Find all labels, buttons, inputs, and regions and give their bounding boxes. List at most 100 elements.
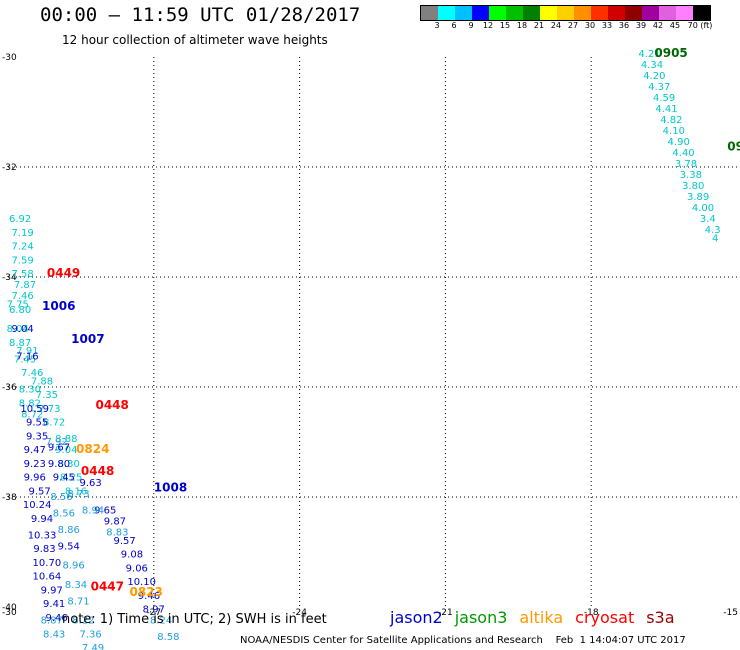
wave-height-value: 9.96	[24, 473, 46, 484]
wave-height-value: 9.08	[121, 550, 143, 561]
wave-height-value: 8.25	[60, 473, 82, 484]
wave-height-value: 9.06	[126, 563, 148, 574]
wave-height-value: 8.94	[82, 506, 104, 517]
chart-subtitle: 12 hour collection of altimeter wave hei…	[62, 33, 328, 47]
wave-height-value: 9.04	[55, 445, 77, 456]
wave-height-value: 9.97	[41, 585, 63, 596]
wave-height-value: 8.56	[50, 492, 72, 503]
wave-height-value: 7.36	[79, 629, 101, 640]
x-tick-label: -21	[438, 608, 453, 618]
wave-height-value: 8.56	[53, 508, 75, 519]
colorbar-swatch	[608, 6, 625, 20]
wave-height-value: 7.75	[7, 299, 29, 310]
wave-height-value: 7.92	[45, 437, 67, 448]
wave-height-value: 8.04	[7, 324, 29, 335]
wave-height-value: 7.46	[21, 368, 43, 379]
x-tick-label: -18	[584, 608, 599, 618]
colorbar-tick-label: 12	[482, 21, 494, 30]
y-tick-label: -34	[2, 273, 17, 283]
y-tick-label: -40	[2, 603, 17, 613]
colorbar-tick-label: 15	[499, 21, 511, 30]
wave-height-value: 10.33	[28, 530, 57, 541]
x-tick-label: -27	[146, 608, 161, 618]
wave-height-value: 8.34	[65, 580, 87, 591]
wave-height-value: 8.82	[19, 398, 41, 409]
units-note: note: 1) Time is in UTC; 2) SWH is in fe…	[62, 612, 327, 627]
colorbar-swatch	[557, 6, 574, 20]
colorbar-tick-label: 9	[468, 21, 474, 30]
x-tick-label: -30	[2, 608, 17, 618]
wave-height-value: 9.46	[138, 591, 160, 602]
colorbar-swatch	[625, 6, 642, 20]
credit-footer: NOAA/NESDIS Center for Satellite Applica…	[240, 635, 686, 646]
wave-height-value: 7.87	[14, 280, 36, 291]
wave-height-value: 6.80	[9, 305, 31, 316]
wave-height-value: 10.10	[127, 577, 156, 588]
y-tick-label: -38	[2, 493, 17, 503]
wave-height-value: 8.87	[9, 338, 31, 349]
wave-height-value: 4.20	[643, 71, 665, 82]
wave-height-value: 8.96	[62, 561, 84, 572]
colorbar-tick-label: 42	[652, 21, 664, 30]
wave-height-value: 4	[712, 233, 718, 244]
legend-altika: altika	[519, 608, 564, 627]
satellite-legend: jason2 jason3 altika cryosat s3a	[390, 608, 687, 627]
wave-height-value: 8.71	[67, 596, 89, 607]
pass-time-label: 1006	[42, 299, 75, 313]
colorbar-swatch	[523, 6, 540, 20]
wave-height-value: 4.41	[655, 104, 677, 115]
pass-time-label: 0448	[95, 398, 128, 412]
wave-height-value: 4.3	[705, 225, 721, 236]
wave-height-value: 8.24	[150, 616, 172, 627]
y-tick-label: -36	[2, 383, 17, 393]
pass-time-label: 09	[727, 140, 740, 154]
legend-cryosat: cryosat	[575, 608, 635, 627]
colorbar-swatch	[642, 6, 659, 20]
legend-s3a: s3a	[646, 608, 675, 627]
y-tick-label: -30	[2, 53, 17, 63]
wave-height-value: 8.43	[43, 629, 65, 640]
wave-height-value: 7.58	[11, 269, 33, 280]
wave-height-value: 8.97	[143, 605, 165, 616]
wave-height-value: 9.57	[114, 536, 136, 547]
wave-height-value: 10.70	[33, 558, 62, 569]
pass-time-label: 0824	[76, 442, 109, 456]
wave-height-value: 8.72	[43, 418, 65, 429]
pass-time-label: 0905	[654, 46, 687, 60]
chart-title: 00:00 – 11:59 UTC 01/28/2017	[40, 4, 361, 26]
wave-height-value: 8.73	[67, 489, 89, 500]
wave-height-value: 7.88	[31, 376, 53, 387]
x-tick-label: -24	[292, 608, 307, 618]
colorbar-tick-label: 39	[635, 21, 647, 30]
wave-height-value: 7.45	[14, 354, 36, 365]
wave-height-value: 8.30	[19, 385, 41, 396]
wave-height-value: 10.59	[20, 404, 49, 415]
colorbar-tick-label: 27	[567, 21, 579, 30]
wave-height-value: 9.54	[58, 541, 80, 552]
wave-height-value: 7.73	[38, 404, 60, 415]
colorbar-swatch	[455, 6, 472, 20]
colorbar-swatch	[421, 6, 438, 20]
wave-height-value: 7.35	[36, 390, 58, 401]
wave-height-value: 3.38	[680, 170, 702, 181]
wave-height-value: 9.87	[104, 517, 126, 528]
colorbar-swatch	[540, 6, 557, 20]
pass-time-label: 0823	[130, 585, 163, 599]
wave-height-value: 10.64	[33, 572, 62, 583]
colorbar-tick-label: 6	[451, 21, 457, 30]
wave-height-value: 8.86	[58, 525, 80, 536]
colorbar-tick-label: 30	[584, 21, 596, 30]
colorbar-swatch	[659, 6, 676, 20]
colorbar-swatch	[693, 6, 710, 20]
wave-height-value: 9.94	[31, 514, 53, 525]
wave-height-value: 9.65	[94, 506, 116, 517]
wave-height-value: 8.88	[55, 434, 77, 445]
colorbar-tick-label: 18	[516, 21, 528, 30]
wave-height-value: 9.23	[24, 459, 46, 470]
wave-height-value: 8.30	[58, 459, 80, 470]
legend-jason3: jason3	[454, 608, 508, 627]
wave-height-value: 3.78	[675, 159, 697, 170]
colorbar-tick-label: 45	[669, 21, 681, 30]
wave-height-value: 8.22	[72, 616, 94, 627]
wave-height-value: 8.87	[41, 616, 63, 627]
